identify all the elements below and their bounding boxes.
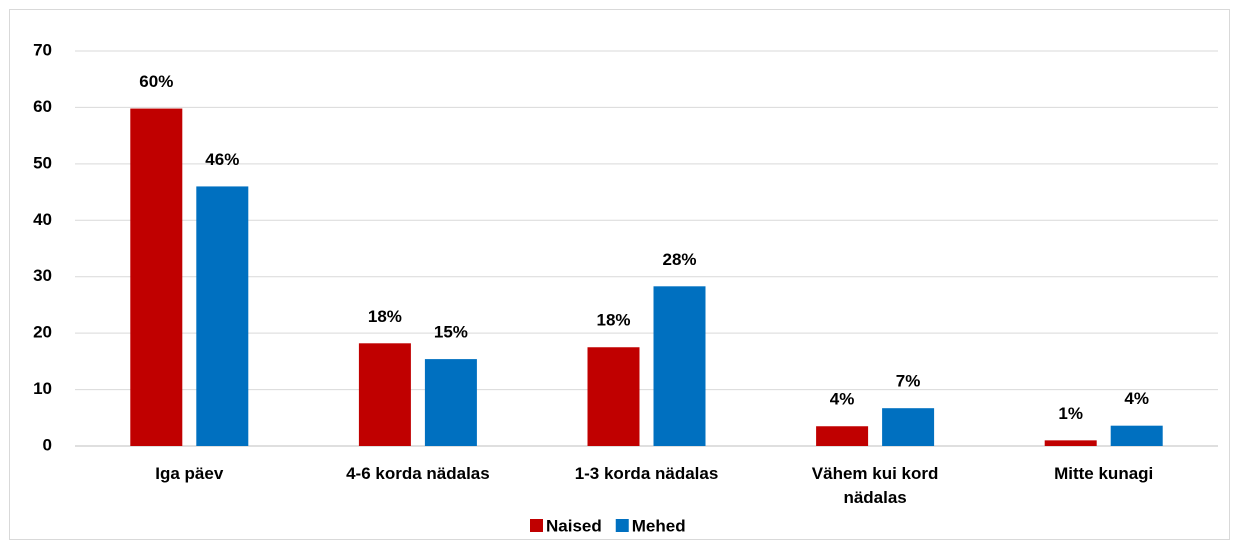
data-label: 7% — [896, 372, 921, 391]
bar — [196, 186, 249, 446]
legend-label: Naised — [546, 516, 602, 535]
bar — [653, 286, 706, 446]
bar — [424, 359, 477, 446]
x-tick-label: Mitte kunagi — [1054, 464, 1154, 483]
bar — [1044, 440, 1097, 446]
data-label: 18% — [596, 311, 630, 330]
bar — [587, 347, 640, 446]
y-tick-label: 50 — [33, 153, 52, 172]
x-tick-label: 1-3 korda nädalas — [574, 464, 719, 483]
legend-swatch — [530, 519, 543, 532]
data-label: 4% — [830, 390, 855, 409]
bar — [358, 343, 411, 446]
data-label: 4% — [1124, 389, 1149, 408]
y-tick-label: 0 — [43, 435, 52, 454]
bar — [816, 426, 869, 446]
x-tick-label: Iga päev — [155, 464, 224, 483]
bar — [130, 108, 183, 447]
bar — [1110, 425, 1163, 446]
x-tick-label: Vähem kui kord nädalas — [811, 464, 939, 507]
bar — [882, 408, 935, 446]
data-label: 18% — [368, 307, 402, 326]
x-tick-label: 4-6 korda nädalas — [346, 464, 490, 483]
data-label: 60% — [139, 72, 173, 91]
legend-label: Mehed — [632, 516, 686, 535]
y-tick-label: 30 — [33, 266, 52, 285]
y-tick-label: 10 — [33, 379, 52, 398]
chart-frame — [9, 9, 1230, 540]
data-label: 46% — [205, 150, 239, 169]
data-label: 1% — [1058, 404, 1083, 423]
data-label: 15% — [434, 323, 468, 342]
legend-swatch — [615, 519, 629, 532]
y-tick-label: 20 — [33, 323, 52, 342]
y-tick-label: 70 — [33, 40, 52, 59]
y-tick-label: 60 — [33, 97, 52, 116]
y-tick-label: 40 — [33, 210, 52, 229]
data-label: 28% — [662, 250, 696, 269]
